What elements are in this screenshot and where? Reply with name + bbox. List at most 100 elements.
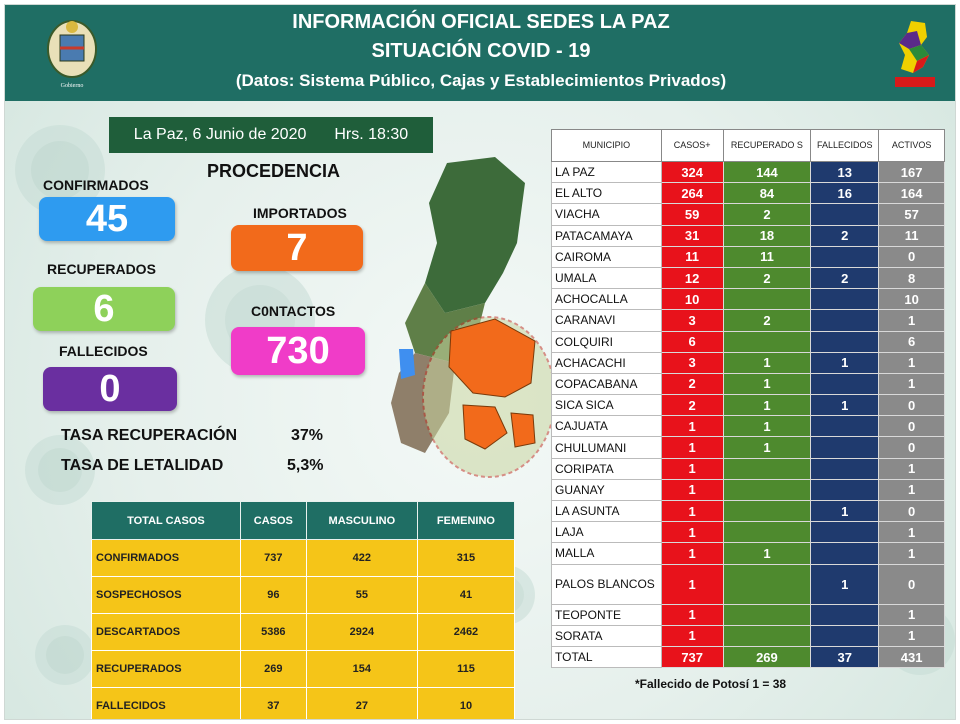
totals-table: TOTAL CASOS CASOS MASCULINO FEMENINO CON… xyxy=(91,501,516,719)
municipios-header-row: MUNICIPIO CASOS+ RECUPERADO S FALLECIDOS… xyxy=(551,129,945,162)
virus-decoration xyxy=(25,435,95,505)
table-cell: 1 xyxy=(878,624,945,647)
municipio-name: ACHOCALLA xyxy=(551,288,662,311)
table-row: COPACABANA 2 1 1 xyxy=(551,372,945,396)
table-cell xyxy=(810,415,880,438)
table-cell xyxy=(722,457,812,480)
column-header: ACTIVOS xyxy=(878,129,945,162)
table-row: UMALA 12 2 2 8 xyxy=(551,266,945,290)
table-row: CAJUATA 1 1 0 xyxy=(551,415,945,438)
table-cell: 57 xyxy=(878,203,945,226)
table-cell: 1 xyxy=(878,372,945,396)
table-cell: 37 xyxy=(810,645,880,669)
table-cell xyxy=(810,436,880,459)
table-cell: 96 xyxy=(239,576,307,614)
municipio-name: LA PAZ xyxy=(551,160,662,184)
recuperados-value: 6 xyxy=(33,287,175,331)
table-cell: 269 xyxy=(722,645,812,669)
table-cell: 422 xyxy=(305,539,418,577)
table-cell: 154 xyxy=(305,650,418,688)
table-cell: 1 xyxy=(660,624,724,647)
table-cell: 2 xyxy=(810,224,880,247)
table-row: CORIPATA 1 1 xyxy=(551,457,945,480)
footnote: *Fallecido de Potosí 1 = 38 xyxy=(635,677,787,691)
table-cell: 84 xyxy=(722,182,812,205)
tasa-recuperacion-label: TASA RECUPERACIÓN xyxy=(61,427,238,444)
table-row: ACHACACHI 3 1 1 1 xyxy=(551,351,945,374)
table-row: MALLA 1 1 1 xyxy=(551,542,945,565)
municipio-name: ACHACACHI xyxy=(551,351,662,374)
table-row: GUANAY 1 1 xyxy=(551,478,945,502)
table-cell: 1 xyxy=(810,394,880,417)
table-cell: 1 xyxy=(878,457,945,480)
importados-value: 7 xyxy=(231,225,363,271)
table-cell: 144 xyxy=(722,160,812,184)
data-source: (Datos: Sistema Público, Cajas y Estable… xyxy=(235,71,727,90)
table-row: CAIROMA 11 11 0 xyxy=(551,245,945,268)
column-header: MASCULINO xyxy=(305,501,418,540)
infographic: Gobierno INFORMACIÓN OFICIAL SEDES LA PA… xyxy=(4,4,956,720)
table-cell: 0 xyxy=(878,563,945,605)
row-label: FALLECIDOS xyxy=(91,687,241,719)
municipios-table: MUNICIPIO CASOS+ RECUPERADO S FALLECIDOS… xyxy=(551,129,945,669)
table-cell: 1 xyxy=(722,542,812,565)
table-cell xyxy=(810,542,880,565)
sedes-map-logo xyxy=(887,15,943,95)
table-cell xyxy=(722,563,812,605)
table-cell: 10 xyxy=(878,288,945,311)
table-cell: 11 xyxy=(660,245,724,268)
recuperados-label: RECUPERADOS xyxy=(47,261,156,277)
table-row: SICA SICA 2 1 1 0 xyxy=(551,394,945,417)
confirmados-label: CONFIRMADOS xyxy=(43,177,149,193)
report-date: La Paz, 6 Junio de 2020 xyxy=(133,126,307,143)
page-subtitle: SITUACIÓN COVID - 19 xyxy=(371,40,591,62)
row-label: SOSPECHOSOS xyxy=(91,576,241,614)
table-cell: 12 xyxy=(660,266,724,290)
municipio-name: COPACABANA xyxy=(551,372,662,396)
column-header: CASOS xyxy=(239,501,307,540)
table-cell xyxy=(722,603,812,626)
table-cell: 1 xyxy=(810,563,880,605)
svg-text:Gobierno: Gobierno xyxy=(61,83,84,89)
municipio-name: CARANAVI xyxy=(551,309,662,332)
table-cell xyxy=(722,288,812,311)
table-cell xyxy=(810,624,880,647)
table-cell: 13 xyxy=(810,160,880,184)
virus-decoration xyxy=(35,625,95,685)
municipio-name: CORIPATA xyxy=(551,457,662,480)
table-row: FALLECIDOS 37 27 10 xyxy=(91,687,516,719)
municipio-name: CHULUMANI xyxy=(551,436,662,459)
table-cell: 6 xyxy=(878,330,945,353)
table-cell: 1 xyxy=(722,415,812,438)
table-row: CHULUMANI 1 1 0 xyxy=(551,436,945,459)
municipio-name: PATACAMAYA xyxy=(551,224,662,247)
municipio-name: PALOS BLANCOS xyxy=(551,563,662,605)
table-cell: 1 xyxy=(722,436,812,459)
municipio-name: UMALA xyxy=(551,266,662,290)
table-cell: 431 xyxy=(878,645,945,669)
table-cell: 0 xyxy=(878,394,945,417)
municipio-name: CAJUATA xyxy=(551,415,662,438)
table-cell: 31 xyxy=(660,224,724,247)
table-cell xyxy=(810,203,880,226)
total-row: TOTAL 737 269 37 431 xyxy=(551,645,945,669)
municipio-name: TOTAL xyxy=(551,645,662,669)
municipio-name: GUANAY xyxy=(551,478,662,502)
table-cell: 6 xyxy=(660,330,724,353)
column-header: CASOS+ xyxy=(660,129,724,162)
table-row: DESCARTADOS 5386 2924 2462 xyxy=(91,613,516,651)
totals-header-row: TOTAL CASOS CASOS MASCULINO FEMENINO xyxy=(91,501,516,540)
column-header: FEMENINO xyxy=(416,501,516,540)
table-row: CARANAVI 3 2 1 xyxy=(551,309,945,332)
table-cell: 11 xyxy=(722,245,812,268)
table-cell xyxy=(810,478,880,502)
table-cell xyxy=(722,521,812,544)
fallecidos-label: FALLECIDOS xyxy=(59,343,148,359)
table-cell: 1 xyxy=(810,351,880,374)
table-cell: 2 xyxy=(722,266,812,290)
table-cell: 55 xyxy=(305,576,418,614)
table-cell: 10 xyxy=(416,687,516,719)
table-cell: 2 xyxy=(660,394,724,417)
municipio-name: MALLA xyxy=(551,542,662,565)
table-cell: 0 xyxy=(878,245,945,268)
